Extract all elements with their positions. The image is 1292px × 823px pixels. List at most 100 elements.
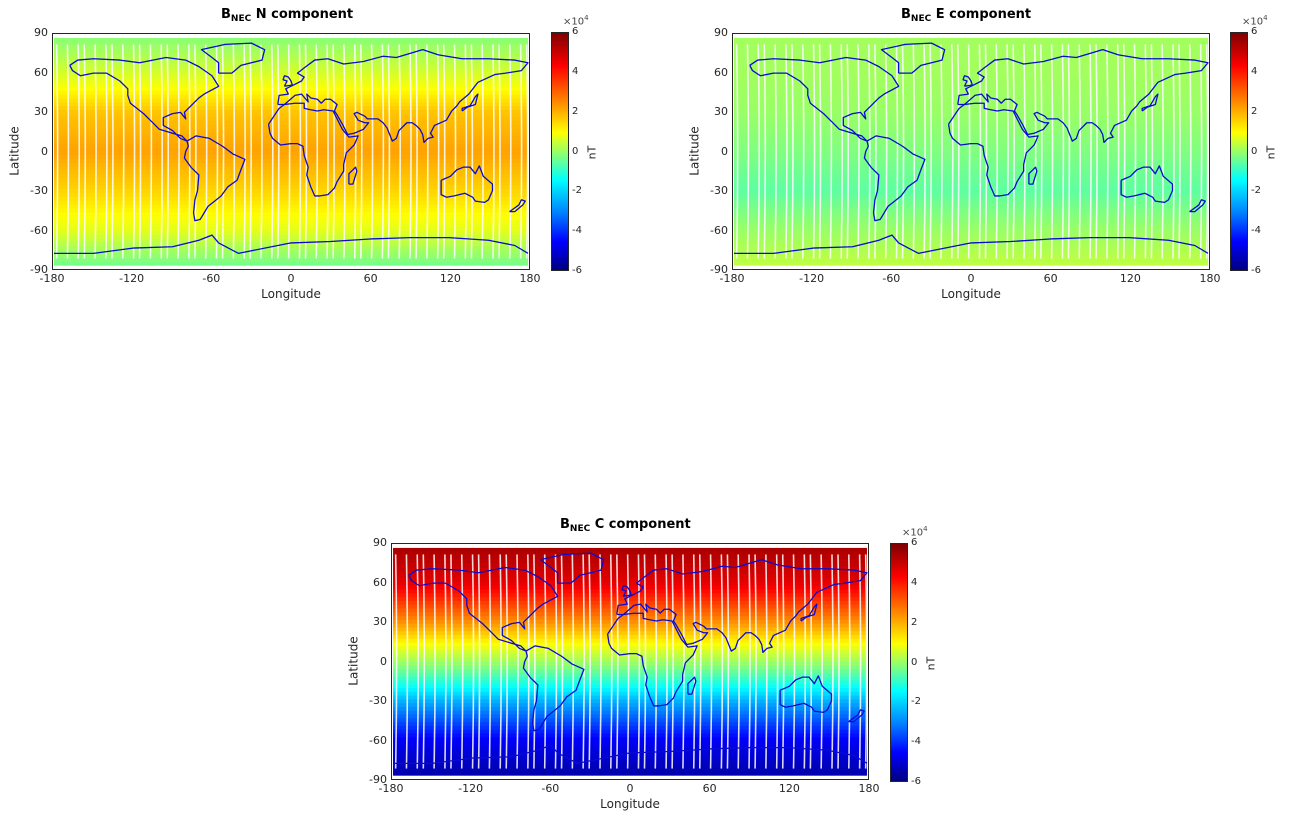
orbit-gap-line: [818, 44, 822, 259]
orbit-gap-line: [1061, 44, 1065, 259]
heat-band: [54, 185, 528, 190]
orbit-gap-line: [516, 554, 519, 769]
y-tick-label: 30: [34, 105, 48, 118]
orbit-gap-line: [533, 554, 536, 769]
orbit-gap-line: [643, 554, 647, 769]
orbit-gap-line: [453, 44, 457, 259]
heat-band: [393, 661, 867, 666]
heat-band: [54, 117, 528, 122]
heat-band: [393, 691, 867, 697]
colorbar-tick-label: 2: [572, 105, 579, 117]
heat-band: [734, 208, 1208, 213]
orbit-gap-line: [260, 44, 263, 259]
y-tick-label: -60: [30, 223, 48, 237]
coastline: [277, 49, 529, 144]
orbit-gap-line: [874, 44, 877, 259]
heat-band: [54, 212, 528, 217]
title-subscript: NEC: [230, 14, 252, 24]
orbit-gap-line: [957, 44, 960, 259]
orbit-gap-line: [654, 554, 658, 769]
orbit-gap-line: [94, 44, 97, 259]
orbit-gap-line: [326, 44, 329, 259]
orbit-gap-line: [132, 44, 136, 259]
orbit-gap-line: [1172, 44, 1175, 259]
orbit-gap-line: [792, 554, 796, 769]
orbit-gap-line: [387, 44, 391, 259]
orbit-gap-line: [1122, 44, 1126, 259]
coastline: [606, 612, 698, 707]
heat-band: [54, 68, 528, 73]
heat-band: [54, 155, 528, 160]
colorbar-tick-label: 6: [572, 26, 579, 37]
heat-band: [54, 87, 528, 92]
y-tick-label: 0: [721, 144, 728, 158]
heat-band: [734, 140, 1208, 145]
heat-band: [54, 143, 528, 149]
heat-band: [734, 223, 1208, 228]
heat-band: [734, 109, 1208, 115]
orbit-gap-line: [1067, 44, 1071, 259]
orbit-gap-line: [923, 44, 926, 259]
no-data-bottom: [393, 776, 867, 779]
orbit-gap-line: [332, 44, 335, 259]
heat-band: [734, 234, 1208, 240]
orbit-gap-line: [83, 44, 87, 259]
heat-band: [734, 128, 1208, 134]
colorbar-exponent: ×104: [902, 525, 928, 538]
heat-band: [734, 56, 1208, 62]
heat-band: [734, 212, 1208, 217]
colorbar-unit-label: nT: [1264, 145, 1278, 159]
heat-band: [54, 60, 528, 66]
colorbar: [551, 32, 569, 271]
orbit-gap-line: [820, 554, 823, 769]
orbit-gap-line: [481, 44, 484, 259]
orbit-gap-line: [609, 554, 613, 769]
heat-band: [734, 94, 1208, 100]
orbit-gap-line: [754, 554, 757, 769]
chart-title: BNEC C component: [560, 517, 691, 534]
heat-band: [54, 231, 528, 236]
heat-band: [54, 128, 528, 134]
orbit-gap-line: [499, 554, 502, 769]
orbit-gap-line: [444, 554, 447, 769]
heat-band: [734, 185, 1208, 190]
orbit-gap-line: [901, 44, 905, 259]
heat-band: [54, 253, 528, 259]
title-suffix: C component: [590, 517, 691, 532]
orbit-gap-line: [626, 554, 630, 769]
x-tick-label: 180: [519, 272, 541, 285]
heat-band: [393, 619, 867, 625]
heat-band: [734, 166, 1208, 172]
y-tick-label: -60: [710, 223, 728, 237]
y-tick-label: 30: [373, 615, 387, 628]
colorbar-tick-label: 0: [1251, 145, 1258, 157]
heat-band: [54, 147, 528, 153]
coastline: [522, 645, 585, 732]
x-tick-label: -60: [202, 272, 221, 285]
orbit-gap-line: [442, 44, 446, 259]
heat-band: [393, 608, 867, 613]
orbit-gap-line: [1006, 44, 1009, 259]
orbit-gap-line: [194, 44, 197, 259]
orbit-gap-line: [884, 44, 888, 259]
heat-band: [393, 600, 867, 606]
x-axis-label: Longitude: [941, 287, 1001, 301]
heat-band: [734, 215, 1208, 221]
heat-band: [734, 249, 1208, 255]
heat-band: [54, 94, 528, 100]
orbit-gap-line: [846, 44, 850, 259]
y-axis-label: Latitude: [346, 635, 361, 686]
heat-band: [734, 113, 1208, 119]
no-data-bottom: [54, 266, 528, 269]
map-plot-area: [732, 33, 1210, 270]
heat-band: [734, 159, 1208, 164]
heat-band: [54, 170, 528, 175]
coastline: [69, 56, 220, 142]
heat-band: [54, 49, 528, 54]
orbit-gap-line: [803, 554, 807, 769]
heat-band: [734, 193, 1208, 198]
orbit-gap-line: [746, 44, 750, 259]
y-tick-label: -90: [30, 263, 48, 276]
heat-band: [393, 638, 867, 644]
orbit-gap-line: [571, 554, 575, 769]
